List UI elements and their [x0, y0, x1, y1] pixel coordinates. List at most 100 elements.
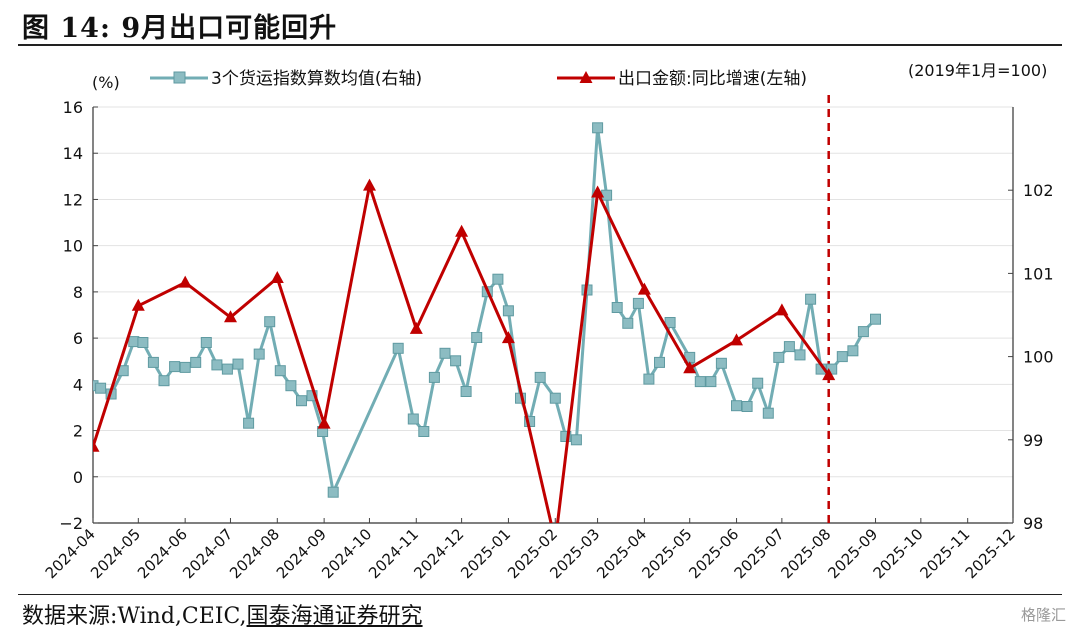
- freight-index-point: [560, 431, 572, 442]
- x-tick-label: 2025-10: [870, 525, 927, 582]
- right-tick-label: 99: [1023, 431, 1043, 450]
- freight-index-point: [752, 377, 764, 389]
- freight-index-point: [147, 356, 159, 368]
- freight-index-point: [731, 400, 742, 412]
- freight-index-point: [428, 371, 440, 383]
- export-yoy-point: [637, 282, 651, 295]
- freight-index-point: [179, 361, 191, 373]
- export-yoy-point: [363, 178, 376, 191]
- right-axis-ticks: 98 99 100 101 102: [1008, 181, 1054, 533]
- freight-index-point: [570, 434, 582, 446]
- freight-index-point: [870, 313, 881, 325]
- export-yoy-point: [455, 224, 469, 237]
- right-axis-note: (2019年1月=100): [908, 61, 1047, 80]
- left-tick-label: 8: [73, 283, 83, 302]
- freight-index-point: [664, 317, 676, 328]
- right-tick-label: 100: [1023, 348, 1054, 367]
- export-yoy-point: [178, 275, 192, 288]
- left-axis-ticks: −2 0 2 4 6 8 10 12 14 16: [59, 98, 98, 533]
- left-tick-label: 2: [73, 422, 83, 441]
- left-tick-label: −2: [59, 514, 83, 533]
- freight-index-point: [158, 375, 170, 387]
- freight-index-point: [190, 356, 202, 368]
- source-prefix: 数据来源:Wind,CEIC,: [22, 604, 247, 629]
- freight-index-point: [274, 365, 286, 377]
- export-yoy-point: [591, 185, 605, 198]
- export-yoy-point: [224, 310, 237, 323]
- x-tick-label: 2025-07: [731, 525, 788, 582]
- freight-index-point: [549, 392, 561, 404]
- freight-index-point: [327, 486, 339, 498]
- freight-index-point: [592, 122, 604, 134]
- freight-index-point: [622, 317, 634, 329]
- freight-index-point: [95, 382, 107, 394]
- freight-index-point: [253, 348, 265, 360]
- x-tick-label: 2024-12: [410, 525, 467, 582]
- x-tick-label: 2025-05: [638, 525, 695, 582]
- x-tick-label: 2024-07: [179, 525, 236, 582]
- freight-index-point: [654, 356, 665, 368]
- title-rule: [18, 44, 1062, 46]
- right-tick-label: 98: [1023, 514, 1043, 533]
- left-tick-label: 16: [63, 98, 83, 117]
- export-yoy-point: [683, 361, 697, 374]
- source-note: 数据来源:Wind,CEIC,国泰海通证券研究: [22, 598, 423, 630]
- freight-index-point: [741, 401, 753, 412]
- legend: 3个货运指数算数均值(右轴) 出口金额:同比增速(左轴): [150, 69, 807, 89]
- x-tick-label: 2024-05: [87, 525, 144, 582]
- freight-index-point: [407, 413, 419, 425]
- freight-index-point: [200, 337, 212, 348]
- freight-index-point: [392, 342, 404, 354]
- freight-index-point: [492, 273, 504, 285]
- freight-index-point: [450, 355, 462, 367]
- left-tick-label: 10: [63, 237, 83, 256]
- export-yoy-point: [775, 303, 789, 316]
- x-tick-label: 2025-12: [962, 525, 1019, 582]
- freight-index-point: [439, 347, 451, 359]
- freight-index-point: [534, 371, 546, 383]
- left-tick-label: 14: [63, 144, 83, 163]
- x-tick-label: 2025-01: [457, 525, 514, 582]
- freight-index-point: [694, 376, 706, 388]
- left-tick-label: 0: [73, 468, 83, 487]
- freight-index-point: [611, 302, 623, 313]
- freight-index-point: [285, 380, 297, 392]
- freight-index-point: [418, 426, 430, 437]
- freight-index-point: [264, 316, 276, 328]
- freight-index-point: [643, 373, 655, 385]
- freight-index-point: [169, 361, 181, 373]
- left-tick-label: 12: [63, 190, 83, 209]
- freight-index-point: [836, 351, 848, 363]
- freight-index-point: [232, 358, 244, 370]
- x-tick-label: 2024-08: [226, 525, 283, 582]
- export-yoy-point: [93, 439, 100, 452]
- freight-index-point: [243, 417, 255, 429]
- right-tick-label: 102: [1023, 181, 1054, 200]
- freight-index-line: [93, 126, 877, 494]
- freight-index-point: [773, 351, 785, 363]
- x-tick-label: 2024-10: [318, 525, 375, 582]
- source-org-link[interactable]: 国泰海通证券研究: [246, 604, 423, 629]
- legend-label-export: 出口金额:同比增速(左轴): [618, 69, 807, 89]
- left-axis-unit: (%): [92, 73, 120, 92]
- freight-index-point: [601, 189, 613, 201]
- freight-index-point: [128, 336, 140, 348]
- freight-index-point: [211, 359, 223, 371]
- watermark-logo: 格隆汇: [1020, 606, 1066, 624]
- export-yoy-point: [131, 298, 145, 311]
- left-tick-label: 4: [73, 375, 83, 394]
- legend-item-export-yoy: 出口金额:同比增速(左轴): [557, 69, 807, 89]
- legend-marker-square: [173, 71, 186, 84]
- export-yoy-point: [730, 333, 743, 346]
- freight-index-point: [471, 332, 483, 343]
- freight-index-point: [857, 326, 869, 338]
- export-yoy-point: [822, 368, 836, 381]
- right-tick-label: 101: [1023, 264, 1054, 283]
- x-axis-ticks: 2024-042024-052024-062024-072024-082024-…: [42, 518, 1019, 582]
- figure-title: 图 14: 9月出口可能回升: [22, 13, 338, 44]
- source-rule: [18, 594, 1062, 595]
- freight-index-point: [460, 386, 472, 397]
- freight-index-point: [221, 363, 233, 375]
- legend-item-freight-index: 3个货运指数算数均值(右轴): [150, 69, 422, 89]
